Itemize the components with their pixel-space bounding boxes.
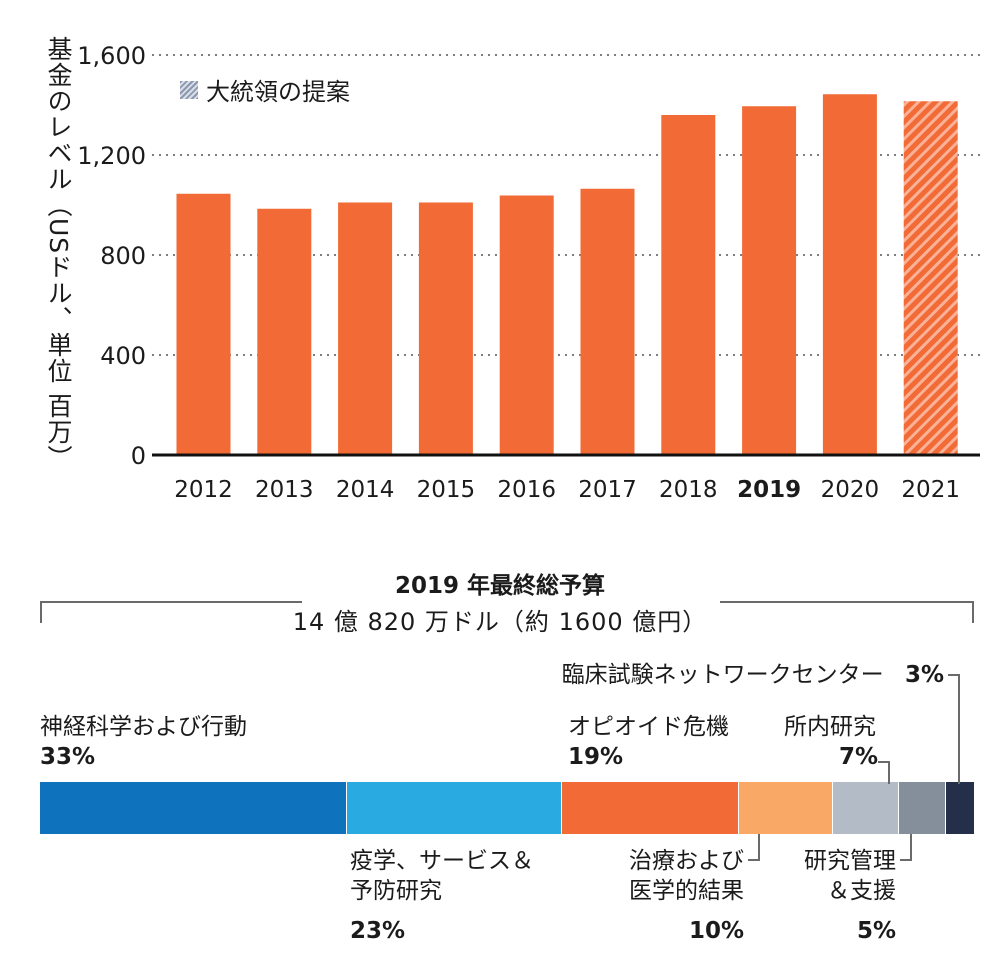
bracket-right-tick [972,601,974,623]
x-tick-label: 2013 [255,477,314,503]
bar-2021 [903,101,958,455]
x-tick-label: 2018 [659,477,718,503]
label-opioid-pct: 19% [568,744,624,770]
label-treatment-line1: 治療および [629,848,744,874]
label-management-pct: 5% [856,918,896,944]
label-intramural-pct: 7% [838,744,878,770]
budget-total: 14 億 820 万ドル（約 1600 億円） [292,608,708,636]
bar-2019 [742,106,797,455]
legend-label: 大統領の提案 [206,78,350,106]
x-tick-label: 2019 [737,477,801,503]
y-tick-label: 400 [100,342,146,370]
x-tick-label: 2017 [578,477,637,503]
label-neuroscience-pct: 33% [40,744,96,770]
label-epidemiology-pct: 23% [350,918,406,944]
x-tick-label: 2014 [336,477,395,503]
segment-1 [40,782,347,834]
label-intramural-name: 所内研究 [784,714,876,740]
label-management-line1: 研究管理 [804,848,896,874]
label-epidemiology: 疫学、サービス＆ 予防研究 23% [350,846,534,946]
label-treatment-line2: 医学的結果 [629,878,744,904]
connector-intramural [878,761,890,784]
x-tick-label: 2012 [174,477,233,503]
y-tick-label: 1,200 [77,142,146,170]
x-axis-ticks: 2012 2013 2014 2015 2016 2017 2018 2019 2020 2021 [174,477,960,503]
label-epidemiology-line2: 予防研究 [350,878,442,904]
x-tick-label: 2015 [417,477,476,503]
bar-2016 [499,195,554,455]
x-tick-label: 2021 [901,477,960,503]
bracket-left-tick [40,601,42,623]
budget-stacked-bar [40,782,974,834]
y-tick-label: 0 [131,442,146,470]
bracket-left-line [40,601,302,603]
x-tick-label: 2020 [821,477,880,503]
bracket-right-line [720,601,974,603]
bar-2012 [176,193,231,455]
label-opioid-name: オピオイド危機 [568,714,729,740]
label-ctn-name: 臨床試験ネットワークセンター [561,662,884,688]
label-neuroscience: 神経科学および行動 33% [40,712,247,772]
legend: 大統領の提案 [180,72,350,107]
y-tick-label: 800 [100,242,146,270]
segment-5 [831,782,898,834]
bar-2013 [257,208,312,455]
bar-2014 [338,202,393,455]
budget-title: 2019 年最終総予算 [394,573,606,599]
label-management: 研究管理 ＆支援 5% [804,846,896,946]
label-epidemiology-line1: 疫学、サービス＆ [350,848,534,874]
gridlines [152,54,980,356]
segment-7 [945,782,974,834]
segment-3 [560,782,739,834]
label-management-line2: ＆支援 [827,878,896,904]
label-treatment-pct: 10% [688,918,744,944]
x-tick-label: 2016 [497,477,556,503]
label-neuroscience-name: 神経科学および行動 [40,714,247,740]
bar-2015 [418,202,473,455]
bar-2017 [580,188,635,455]
label-treatment: 治療および 医学的結果 10% [629,846,744,946]
label-ctn-pct: 3% [904,662,944,688]
connector-treatment [748,834,760,861]
bars [176,94,958,455]
y-tick-label: 1,600 [77,42,146,70]
segment-4 [738,782,832,834]
y-axis-label: 基金のレベル（USドル、単位 百万） [44,36,73,472]
segment-2 [346,782,561,834]
y-axis-ticks: 0 400 800 1,200 1,600 [77,42,146,470]
bar-2020 [822,94,877,455]
legend-striped-swatch [180,80,198,99]
connector-management [900,834,912,861]
label-ctn: 臨床試験ネットワークセンター 3% [562,660,944,690]
segment-6 [897,782,946,834]
label-intramural: 所内研究 7% [784,712,878,772]
connector-ctn [948,674,960,784]
label-opioid: オピオイド危機 19% [568,712,729,772]
bar-2018 [661,115,716,455]
